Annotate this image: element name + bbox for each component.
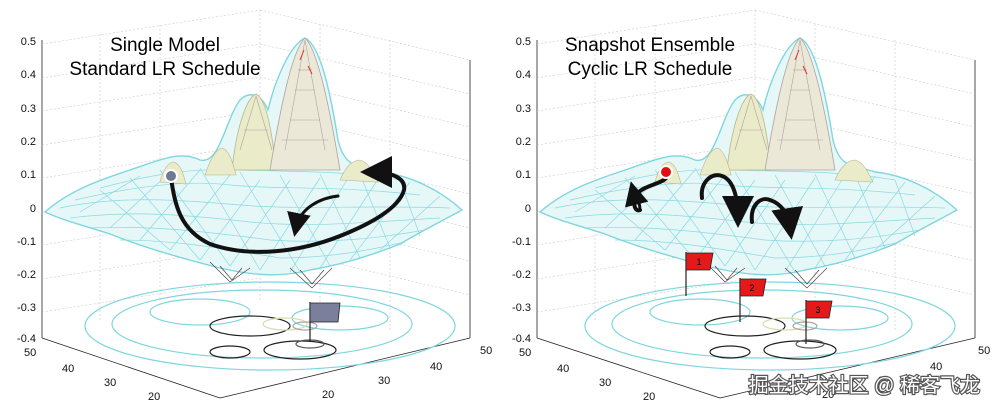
z-tick: -0.2 [512,269,531,281]
z-tick: 0.4 [21,69,36,81]
loss-surface-mesh [538,37,959,289]
right-axis-tick: 40 [930,361,942,373]
z-tick: 0.2 [516,136,531,148]
start-marker [164,169,178,183]
z-tick: 0 [525,203,531,215]
panel-subtitle: Standard LR Schedule [69,59,260,80]
axes-box [41,40,471,399]
snapshot-flag-2: 2 [739,278,767,322]
z-axis-ticks: 0.5 0.4 0.3 0.2 0.1 0 -0.1 -0.2 -0.3 -0.… [512,36,531,345]
panel-subtitle: Cyclic LR Schedule [568,59,733,80]
right-axis-tick: 30 [378,375,390,387]
left-axis-tick: 50 [519,347,531,359]
z-tick: -0.4 [512,333,531,345]
flag-number: 3 [815,305,820,315]
loss-surface-mesh [43,37,464,289]
snapshot-flag-3: 3 [805,300,833,344]
z-tick: 0.3 [21,103,36,115]
left-axis-tick: 30 [599,377,611,389]
z-tick: -0.2 [17,269,36,281]
panel-title: Snapshot Ensemble [565,35,735,56]
z-tick: 0.5 [21,36,36,48]
z-tick: -0.4 [17,333,36,345]
snapshot-flag-1: 1 [685,252,714,296]
z-tick: 0.4 [516,69,531,81]
contour-plot [84,281,456,371]
training-trajectory [164,156,407,254]
watermark: 掘金技术社区 @ 稀客飞龙 [749,374,980,397]
left-axis-tick: 20 [148,391,160,403]
z-tick: 0.1 [516,169,531,181]
contour-plot [584,281,956,371]
left-axis-tick: 20 [643,391,655,403]
right-axis-tick: 40 [430,361,442,373]
panel-single-model: 0.5 0.4 0.3 0.2 0.1 0 -0.1 -0.2 -0.3 -0.… [17,9,492,403]
z-tick: 0.5 [516,36,531,48]
z-tick: -0.3 [17,302,36,314]
z-tick: -0.1 [17,236,36,248]
axes-box [536,40,976,399]
surface-valleys [209,261,333,289]
surface-valleys [704,261,828,289]
start-marker [659,165,673,179]
right-axis-tick: 20 [822,389,834,401]
minimum-flag [309,302,341,342]
right-axis-tick: 20 [322,389,334,401]
left-axis-ticks: 50 40 30 20 [24,347,160,403]
right-axis-tick: 50 [978,345,990,357]
left-axis-ticks: 50 40 30 20 [519,347,655,403]
z-tick: 0 [30,203,36,215]
z-tick: 0.1 [21,169,36,181]
right-axis-tick: 50 [480,345,492,357]
z-tick: -0.1 [512,236,531,248]
left-axis-tick: 50 [24,347,36,359]
panel-title: Single Model [110,35,220,56]
training-trajectory [625,165,804,240]
left-axis-tick: 40 [557,363,569,375]
right-axis-ticks: 50 40 30 20 [822,345,990,401]
panel-snapshot-ensemble: 1 2 3 0.5 0.4 0.3 0.2 0.1 0 -0.1 -0.2 -0… [512,9,990,403]
z-tick: -0.3 [512,302,531,314]
z-axis-ticks: 0.5 0.4 0.3 0.2 0.1 0 -0.1 -0.2 -0.3 -0.… [17,36,36,345]
left-axis-tick: 30 [104,377,116,389]
z-tick: 0.2 [21,136,36,148]
flag-number: 2 [749,283,754,293]
flag-number: 1 [696,257,701,267]
right-axis-ticks: 50 40 30 20 [322,345,492,401]
left-axis-tick: 40 [62,363,74,375]
z-tick: 0.3 [516,103,531,115]
right-axis-tick: 30 [878,375,890,387]
